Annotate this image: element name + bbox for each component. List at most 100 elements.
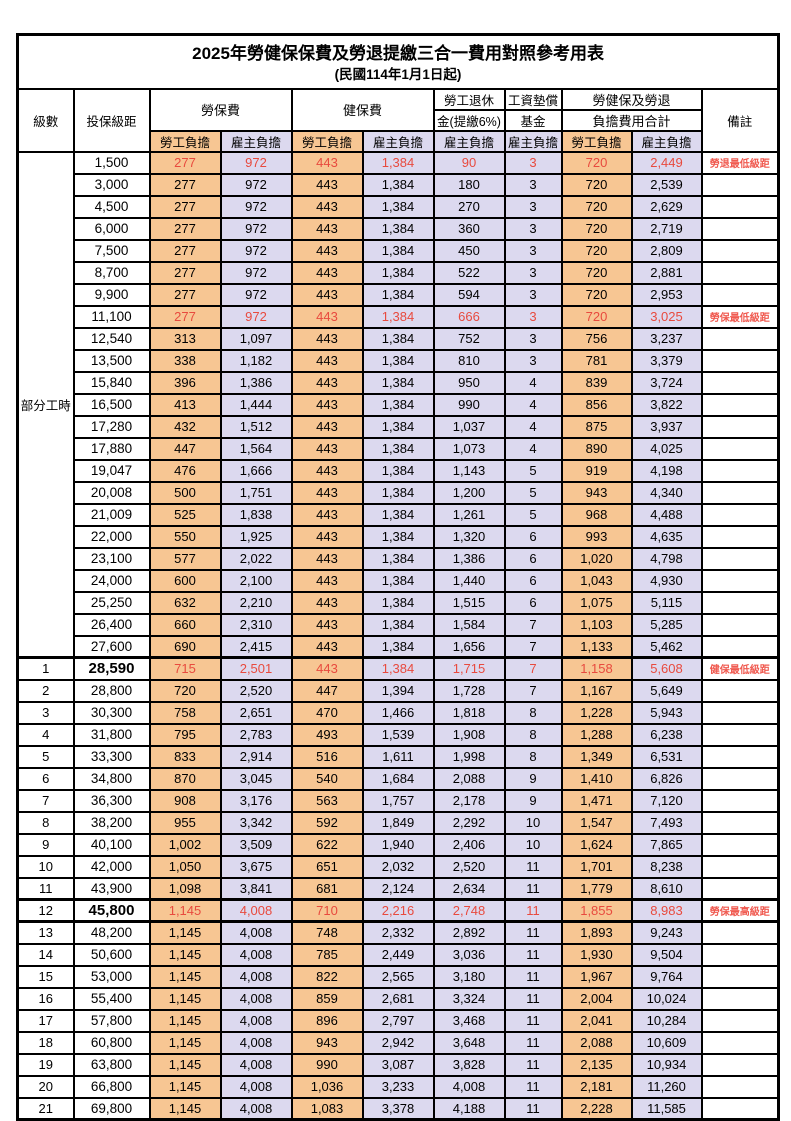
table-row: 4,500 277 972 443 1,384 270 3 720 2,629 bbox=[18, 194, 780, 219]
cell-remark bbox=[700, 920, 780, 945]
cell-remark bbox=[700, 964, 780, 989]
cell-level: 20 bbox=[16, 1074, 75, 1099]
header-health-insurance: 健保費 bbox=[290, 87, 435, 132]
cell-value: 3 bbox=[503, 282, 563, 307]
cell-value: 972 bbox=[219, 260, 293, 285]
cell-value: 277 bbox=[148, 172, 222, 197]
cell-value: 990 bbox=[432, 392, 506, 417]
cell-value: 443 bbox=[290, 326, 364, 351]
cell-value: 1,779 bbox=[560, 876, 633, 901]
cell-value: 1,386 bbox=[219, 370, 293, 395]
table-row: 20 66,800 1,145 4,008 1,036 3,233 4,008 11 2,181… bbox=[16, 1074, 780, 1099]
cell-value: 2,942 bbox=[361, 1030, 435, 1055]
cell-value: 3,675 bbox=[219, 854, 293, 879]
cell-value: 4,635 bbox=[630, 524, 703, 549]
cell-value: 908 bbox=[148, 788, 222, 813]
cell-value: 1,384 bbox=[361, 326, 435, 351]
cell-bracket: 19,047 bbox=[72, 458, 151, 483]
cell-value: 4,488 bbox=[630, 502, 703, 527]
cell-value: 810 bbox=[432, 348, 506, 373]
cell-value: 4,198 bbox=[630, 458, 703, 483]
cell-value: 9 bbox=[503, 766, 563, 791]
cell-value: 1,036 bbox=[290, 1074, 364, 1099]
table-row: 23,100 577 2,022 443 1,384 1,386 6 1,020 4,798 bbox=[18, 546, 780, 571]
cell-value: 1,849 bbox=[361, 810, 435, 835]
cell-remark bbox=[700, 766, 780, 791]
table-row: 16 55,400 1,145 4,008 859 2,681 3,324 11 2,004 10… bbox=[16, 986, 780, 1011]
cell-remark bbox=[700, 414, 780, 439]
cell-value: 3,036 bbox=[432, 942, 506, 967]
cell-value: 2,892 bbox=[432, 920, 506, 945]
cell-value: 720 bbox=[560, 304, 633, 329]
cell-level: 8 bbox=[16, 810, 75, 835]
cell-level: 11 bbox=[16, 876, 75, 901]
cell-value: 7 bbox=[503, 678, 563, 703]
cell-remark bbox=[700, 1030, 780, 1055]
cell-value: 2,520 bbox=[219, 678, 293, 703]
cell-value: 632 bbox=[148, 590, 222, 615]
table-row: 19 63,800 1,145 4,008 990 3,087 3,828 11 2,135 10… bbox=[16, 1052, 780, 1077]
header-row-2: 金(提繳6%) 基金 負擔費用合計 bbox=[18, 108, 779, 132]
cell-bracket: 7,500 bbox=[72, 238, 151, 263]
cell-remark bbox=[700, 942, 780, 967]
cell-value: 756 bbox=[560, 326, 633, 351]
cell-value: 2,629 bbox=[630, 194, 703, 219]
cell-value: 443 bbox=[290, 590, 364, 615]
cell-value: 10,934 bbox=[630, 1052, 703, 1077]
cell-value: 577 bbox=[148, 546, 222, 571]
cell-remark bbox=[700, 1096, 780, 1121]
cell-value: 1,818 bbox=[432, 700, 506, 725]
table-row: 9 40,100 1,002 3,509 622 1,940 2,406 10 1,624 7,8… bbox=[16, 832, 780, 857]
cell-value: 2,797 bbox=[361, 1008, 435, 1033]
cell-value: 443 bbox=[290, 546, 364, 571]
cell-value: 277 bbox=[148, 150, 222, 175]
cell-value: 1,384 bbox=[361, 502, 435, 527]
cell-value: 443 bbox=[290, 172, 364, 197]
cell-value: 4 bbox=[503, 436, 563, 461]
cell-value: 943 bbox=[290, 1030, 364, 1055]
table-row: 13,500 338 1,182 443 1,384 810 3 781 3,379 bbox=[18, 348, 780, 373]
cell-value: 972 bbox=[219, 172, 293, 197]
cell-value: 1,384 bbox=[361, 568, 435, 593]
cell-value: 972 bbox=[219, 216, 293, 241]
cell-remark bbox=[700, 634, 780, 659]
cell-value: 3,342 bbox=[219, 810, 293, 835]
cell-value: 1,145 bbox=[148, 986, 222, 1011]
table-row: 12,540 313 1,097 443 1,384 752 3 756 3,237 bbox=[18, 326, 780, 351]
cell-value: 2,449 bbox=[361, 942, 435, 967]
cell-value: 8 bbox=[503, 744, 563, 769]
title-row: 2025年勞健保保費及勞退提繳三合一費用對照參考用表 (民國114年1月1日起) bbox=[16, 33, 780, 90]
cell-value: 1,182 bbox=[219, 348, 293, 373]
cell-value: 11 bbox=[503, 898, 563, 923]
cell-level: 4 bbox=[16, 722, 75, 747]
cell-value: 1,893 bbox=[560, 920, 633, 945]
cell-value: 3,180 bbox=[432, 964, 506, 989]
table-row: 11 43,900 1,098 3,841 681 2,124 2,634 11 1,779 8,… bbox=[16, 876, 780, 901]
cell-level: 18 bbox=[16, 1030, 75, 1055]
cell-bracket: 63,800 bbox=[72, 1052, 151, 1077]
table-row: 7 36,300 908 3,176 563 1,757 2,178 9 1,471 7,120 bbox=[16, 788, 780, 813]
cell-value: 443 bbox=[290, 216, 364, 241]
cell-remark bbox=[700, 1052, 780, 1077]
cell-bracket: 50,600 bbox=[72, 942, 151, 967]
cell-value: 2,124 bbox=[361, 876, 435, 901]
cell-value: 972 bbox=[219, 194, 293, 219]
cell-value: 1,158 bbox=[560, 656, 633, 681]
cell-bracket: 3,000 bbox=[72, 172, 151, 197]
cell-value: 1,940 bbox=[361, 832, 435, 857]
cell-value: 1,384 bbox=[361, 414, 435, 439]
cell-value: 1,073 bbox=[432, 436, 506, 461]
cell-value: 2,748 bbox=[432, 898, 506, 923]
cell-level: 19 bbox=[16, 1052, 75, 1077]
cell-value: 1,384 bbox=[361, 458, 435, 483]
cell-value: 1,384 bbox=[361, 480, 435, 505]
cell-value: 1,145 bbox=[148, 1052, 222, 1077]
cell-value: 2,310 bbox=[219, 612, 293, 637]
cell-remark bbox=[700, 678, 780, 703]
cell-level: 1 bbox=[16, 656, 75, 681]
cell-value: 1,145 bbox=[148, 1030, 222, 1055]
cell-value: 1,684 bbox=[361, 766, 435, 791]
cell-value: 1,083 bbox=[290, 1096, 364, 1121]
cell-value: 2,004 bbox=[560, 986, 633, 1011]
cell-value: 10 bbox=[503, 810, 563, 835]
